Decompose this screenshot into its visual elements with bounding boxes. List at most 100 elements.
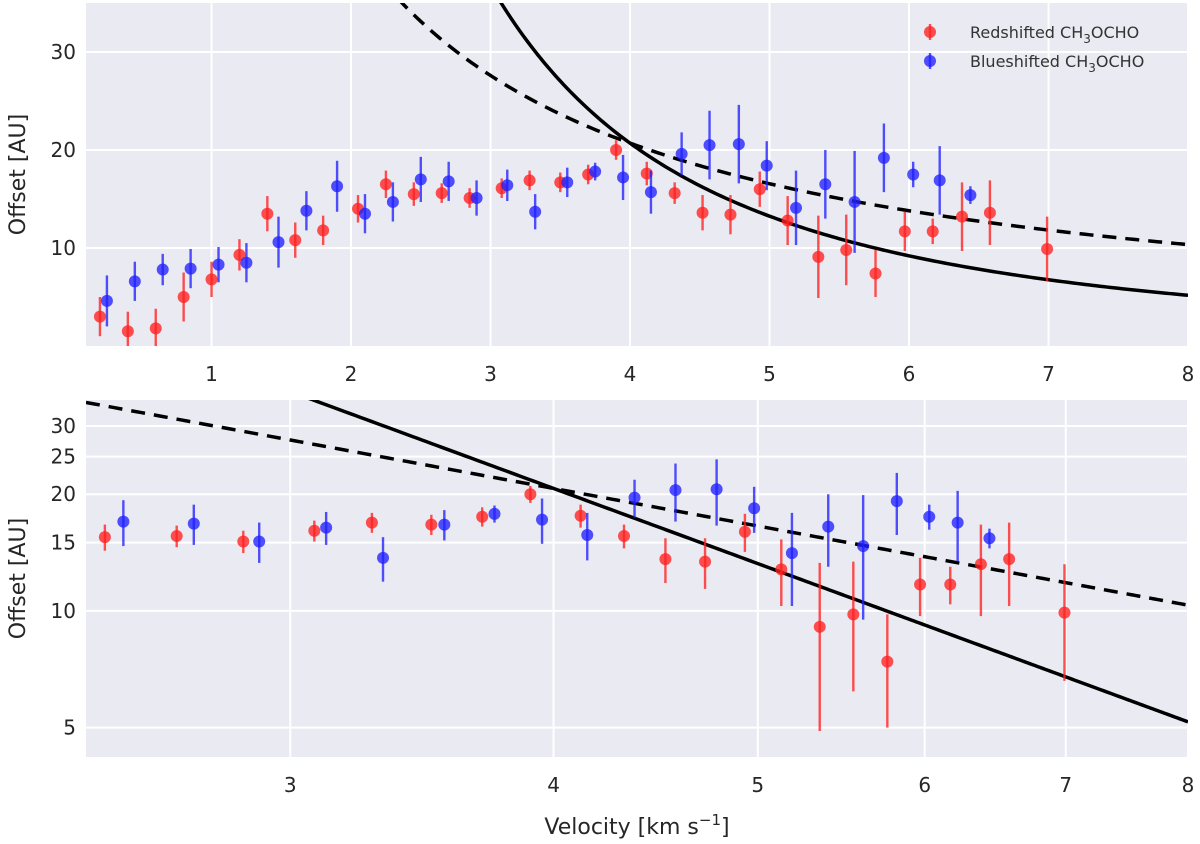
data-point	[1058, 606, 1071, 619]
data-point	[272, 236, 285, 249]
data-point	[377, 551, 390, 564]
data-point	[331, 180, 344, 193]
series-blue	[100, 104, 977, 327]
data-point	[610, 144, 623, 156]
y-tick-label: 10	[51, 599, 76, 623]
model-curve-solid	[499, 3, 1188, 298]
data-point	[699, 555, 712, 568]
data-point	[964, 189, 977, 202]
data-point	[289, 234, 302, 247]
data-point	[501, 179, 514, 192]
y-tick-label: 20	[51, 482, 76, 506]
legend-label: Blueshifted CH3OCHO	[970, 52, 1144, 75]
data-point	[317, 224, 330, 237]
data-point	[121, 325, 134, 338]
y-tick-label: 15	[51, 531, 76, 555]
x-tick-label: 2	[345, 362, 358, 386]
legend: Redshifted CH3OCHO Blueshifted CH3OCHO	[924, 23, 1144, 75]
data-point	[923, 510, 936, 523]
data-point	[869, 267, 882, 280]
data-point	[847, 608, 860, 621]
data-point	[983, 206, 996, 219]
data-point	[813, 620, 826, 633]
data-point	[476, 510, 489, 523]
data-point	[358, 207, 371, 220]
y-axis-label: Offset [AU]	[6, 114, 31, 235]
x-tick-label: 8	[1182, 773, 1195, 797]
data-point	[523, 174, 536, 187]
series-blue	[117, 459, 996, 620]
data-point	[785, 547, 798, 560]
data-point	[261, 207, 274, 220]
data-point	[253, 535, 266, 548]
data-point	[100, 294, 113, 307]
data-point	[561, 176, 574, 189]
y-tick-label: 10	[51, 236, 76, 260]
model-curve-dashed	[399, 3, 1188, 247]
data-point	[524, 488, 537, 501]
x-tick-label: 6	[918, 773, 931, 797]
data-point	[308, 524, 321, 537]
data-point	[819, 178, 832, 191]
y-axis-label: Offset [AU]	[6, 518, 31, 639]
data-point	[470, 192, 483, 205]
model-curve-dashed	[86, 400, 1188, 607]
data-point	[300, 204, 313, 217]
data-point	[442, 175, 455, 188]
data-point	[732, 138, 745, 151]
data-point	[748, 502, 761, 515]
data-point	[205, 273, 218, 286]
data-point	[881, 655, 894, 668]
data-point	[822, 520, 835, 533]
x-tick-label: 5	[751, 773, 764, 797]
data-point	[974, 558, 987, 571]
data-point	[898, 225, 911, 238]
data-point	[738, 525, 751, 538]
plot-background	[86, 3, 1188, 346]
data-point	[753, 183, 766, 196]
data-point	[696, 206, 709, 219]
data-point	[675, 147, 688, 160]
plot-area	[86, 400, 1188, 732]
x-tick-label: 3	[484, 362, 497, 386]
data-point	[386, 195, 399, 208]
data-point	[760, 159, 773, 172]
data-point	[156, 263, 169, 276]
data-point	[365, 516, 378, 529]
bottom-panel: 3 4 5 6 7 8 5 10 15 20 25 30 Offset [AU] Velocity [km…	[6, 400, 1195, 840]
data-point	[983, 532, 996, 545]
data-point	[93, 310, 106, 323]
y-tick-label: 5	[63, 716, 76, 740]
y-tick-label: 25	[51, 445, 76, 469]
data-point	[536, 513, 549, 526]
data-point	[659, 553, 672, 566]
data-point	[956, 210, 969, 223]
x-axis-label: Velocity [km s−1]	[544, 811, 729, 840]
data-point	[237, 535, 250, 548]
plot-area	[93, 3, 1188, 346]
data-point	[379, 178, 392, 191]
data-point	[618, 530, 631, 543]
data-point	[703, 139, 716, 152]
data-point	[710, 483, 723, 496]
data-point	[840, 243, 853, 256]
data-point	[951, 516, 964, 529]
data-point	[724, 208, 737, 221]
data-point	[589, 165, 602, 178]
model-curve-solid	[308, 400, 1188, 724]
data-point	[233, 248, 246, 261]
data-point	[775, 563, 788, 576]
data-point	[890, 495, 903, 508]
data-point	[790, 201, 803, 214]
data-point	[574, 509, 587, 522]
data-point	[170, 530, 183, 543]
y-tick-label: 30	[51, 414, 76, 438]
data-point	[581, 528, 594, 541]
data-point	[907, 168, 920, 181]
x-tick-label: 7	[1042, 362, 1055, 386]
data-point	[320, 521, 333, 534]
data-point	[668, 187, 681, 200]
x-tick-label: 8	[1182, 362, 1195, 386]
legend-marker	[924, 55, 936, 67]
